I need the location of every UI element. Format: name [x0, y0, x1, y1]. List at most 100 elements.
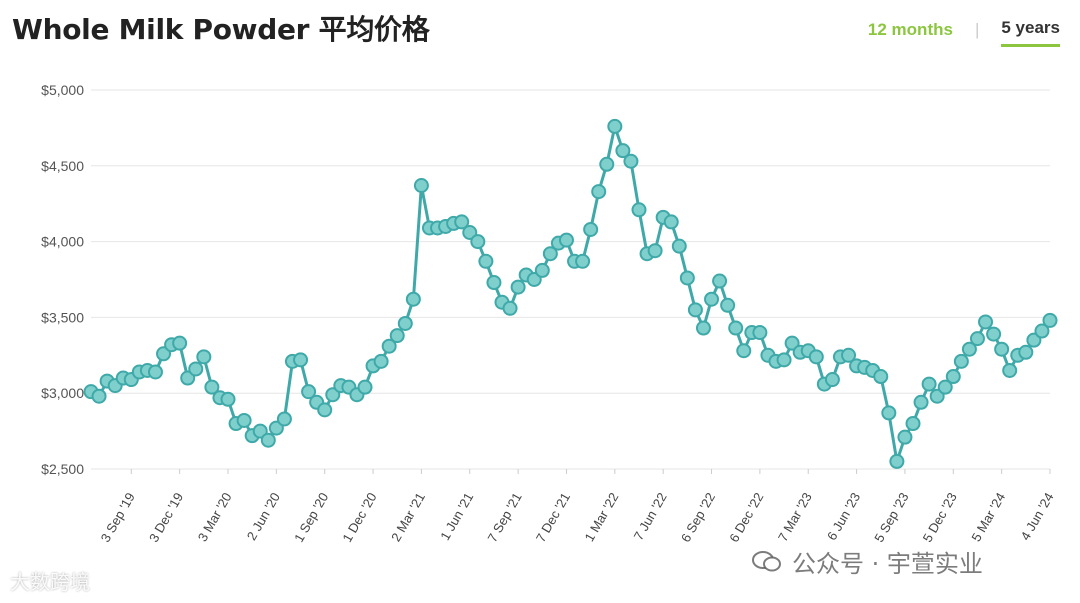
tab-12-months[interactable]: 12 months [867, 19, 953, 39]
x-tick-label: 5 Sep '23 [871, 490, 911, 545]
watermark-left-text: 大数跨境 [10, 570, 90, 594]
x-tick-label: 1 Sep '20 [291, 490, 331, 545]
x-tick-label: 2 Mar '21 [388, 490, 428, 544]
watermark-left: 大数跨境 [10, 566, 90, 595]
data-point [510, 279, 526, 295]
x-axis-labels: 3 Sep '19 3 Dec '19 3 Mar '20 2 Jun '20 1 Se… [98, 469, 1057, 545]
data-point [623, 153, 639, 169]
data-point [276, 411, 292, 427]
data-point [824, 372, 840, 388]
data-point [220, 391, 236, 407]
data-point [945, 369, 961, 385]
data-point [534, 262, 550, 278]
data-point [679, 270, 695, 286]
x-tick-label: 3 Mar '20 [195, 490, 235, 544]
data-point [478, 253, 494, 269]
data-point [502, 300, 518, 316]
data-point [728, 320, 744, 336]
data-point [470, 234, 486, 250]
y-axis-labels: $2,500 $3,000 $3,500 $4,000 $4,500 $5,000 [41, 82, 84, 477]
data-point [663, 214, 679, 230]
data-point [260, 432, 276, 448]
data-point [889, 453, 905, 469]
range-tabs: 12 months | 5 years [868, 18, 1060, 47]
y-tick-label: $5,000 [41, 82, 84, 98]
y-tick-label: $3,500 [41, 309, 84, 325]
data-point [462, 225, 478, 241]
data-point [405, 291, 421, 307]
tab-5-years[interactable]: 5 years [1001, 18, 1060, 47]
data-point [647, 243, 663, 259]
data-point [268, 420, 284, 436]
data-point [1002, 362, 1018, 378]
data-point [1034, 323, 1050, 339]
data-point [147, 364, 163, 380]
data-point [671, 238, 687, 254]
data-point [599, 156, 615, 172]
data-point [752, 325, 768, 341]
data-point [397, 315, 413, 331]
data-point [542, 246, 558, 262]
watermark-right-text: 公众号 · 宇萱实业 [792, 550, 983, 578]
x-tick-label: 1 Mar '22 [582, 490, 622, 544]
data-point [373, 353, 389, 369]
data-point [607, 118, 623, 134]
data-point [172, 335, 188, 351]
data-point [687, 302, 703, 318]
x-tick-label: 7 Dec '21 [533, 490, 573, 545]
data-point [357, 379, 373, 395]
y-tick-label: $2,500 [41, 461, 84, 477]
data-point [994, 341, 1010, 357]
x-tick-label: 5 Dec '23 [920, 490, 960, 545]
data-point [808, 349, 824, 365]
data-point [921, 376, 937, 392]
data-point [583, 221, 599, 237]
data-point [905, 416, 921, 432]
data-point [978, 314, 994, 330]
data-point [91, 388, 107, 404]
data-point [325, 387, 341, 403]
x-tick-label: 6 Jun '23 [824, 490, 863, 543]
data-point [188, 361, 204, 377]
watermark-right: 公众号 · 宇萱实业 [752, 544, 983, 579]
data-point [1042, 312, 1058, 328]
data-point [1026, 332, 1042, 348]
data-point [897, 429, 913, 445]
data-point [558, 232, 574, 248]
x-tick-label: 2 Jun '20 [244, 490, 283, 543]
data-point [389, 328, 405, 344]
data-point [841, 347, 857, 363]
y-tick-label: $4,000 [41, 234, 84, 250]
x-tick-label: 3 Dec '19 [146, 490, 186, 545]
data-point [969, 331, 985, 347]
data-point [454, 214, 470, 230]
data-point [873, 369, 889, 385]
series-markers [83, 118, 1058, 469]
data-point [961, 341, 977, 357]
data-point [615, 143, 631, 159]
data-point [526, 272, 542, 287]
x-tick-label: 1 Dec '20 [339, 490, 379, 545]
y-tick-label: $4,500 [41, 158, 84, 174]
data-point [381, 338, 397, 354]
data-point [301, 384, 317, 400]
x-tick-label: 4 Jun '24 [1017, 490, 1056, 543]
data-point [695, 320, 711, 336]
data-point [712, 273, 728, 289]
x-tick-label: 6 Sep '22 [678, 490, 718, 545]
data-point [156, 346, 172, 362]
data-point [881, 405, 897, 421]
x-tick-label: 7 Mar '23 [775, 490, 815, 544]
data-point [784, 335, 800, 351]
page-title: Whole Milk Powder 平均价格 [12, 13, 430, 46]
data-point [236, 412, 252, 428]
data-point [937, 379, 953, 395]
tab-separator: | [974, 19, 980, 39]
data-point [929, 388, 945, 404]
data-point [413, 178, 429, 194]
data-point [986, 326, 1002, 342]
data-point [631, 202, 647, 218]
grid-lines [91, 89, 1050, 470]
x-tick-label: 5 Mar '24 [968, 490, 1008, 544]
